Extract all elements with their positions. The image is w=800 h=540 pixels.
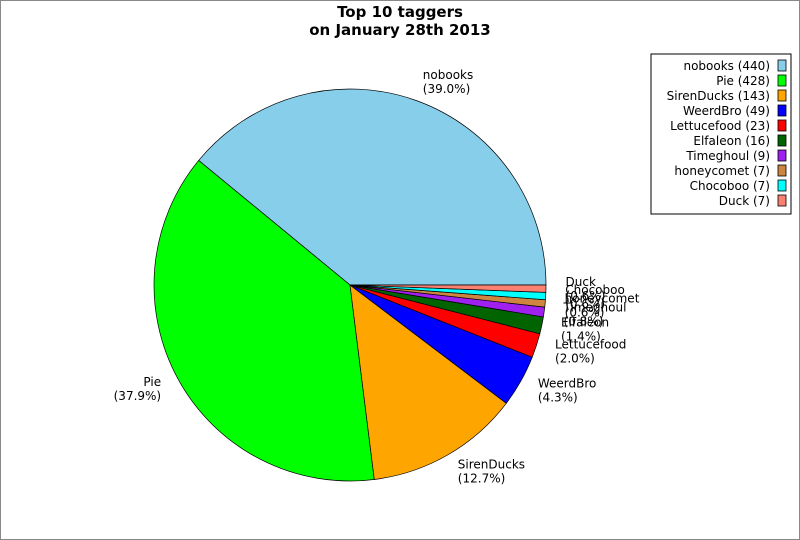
- legend-swatch: [777, 104, 787, 117]
- slice-value-label: (39.0%): [423, 82, 470, 96]
- slice-value-label: (0.6%): [565, 297, 605, 311]
- legend-swatch: [777, 194, 787, 207]
- slice-value-label: (12.7%): [458, 472, 505, 486]
- slice-label: Elfaleon: [561, 315, 609, 329]
- slice-label: Duck: [566, 275, 596, 289]
- pie-slice: [153, 159, 375, 482]
- legend-label: Timeghoul (9): [685, 149, 770, 163]
- legend-box: [650, 53, 792, 215]
- slice-label: nobooks: [423, 68, 473, 82]
- legend-swatch: [777, 149, 787, 162]
- legend-label: Pie (428): [716, 74, 770, 88]
- legend-label: WeerdBro (49): [683, 104, 770, 118]
- slice-label: Timeghoul: [563, 301, 627, 315]
- chart-subtitle: on January 28th 2013: [309, 21, 490, 39]
- legend-label: honeycomet (7): [674, 164, 770, 178]
- slice-label: SirenDucks: [458, 458, 525, 472]
- pie-slice: [349, 284, 547, 293]
- slice-value-label: (0.6%): [566, 289, 606, 303]
- slice-label: Pie: [143, 375, 161, 389]
- legend-label: Duck (7): [719, 194, 770, 208]
- slice-label: Lettucefood: [555, 338, 626, 352]
- legend-label: Chocoboo (7): [690, 179, 770, 193]
- slice-value-label: (1.4%): [561, 329, 601, 343]
- legend-label: Elfaleon (16): [693, 134, 770, 148]
- legend-swatch: [777, 164, 787, 177]
- slice-label: honeycomet: [565, 291, 640, 305]
- pie-slice: [198, 88, 547, 286]
- pie-slice: [349, 284, 507, 480]
- slice-value-label: (4.3%): [538, 391, 578, 405]
- slice-value-label: (0.6%): [565, 305, 605, 319]
- legend-swatch: [777, 74, 787, 87]
- legend-swatch: [777, 89, 787, 102]
- legend-swatch: [777, 134, 787, 147]
- chart-title: Top 10 taggers: [337, 3, 463, 21]
- slice-value-label: (0.8%): [564, 315, 604, 329]
- legend-label: nobooks (440): [683, 59, 770, 73]
- legend-swatch: [777, 119, 787, 132]
- legend-swatch: [777, 59, 787, 72]
- legend-swatch: [777, 179, 787, 192]
- slice-value-label: (37.9%): [114, 389, 161, 403]
- legend-label: Lettucefood (23): [670, 119, 770, 133]
- legend-label: SirenDucks (143): [667, 89, 770, 103]
- slice-label: WeerdBro: [538, 377, 597, 391]
- slice-label: Chocoboo: [565, 283, 625, 297]
- slice-value-label: (2.0%): [555, 352, 595, 366]
